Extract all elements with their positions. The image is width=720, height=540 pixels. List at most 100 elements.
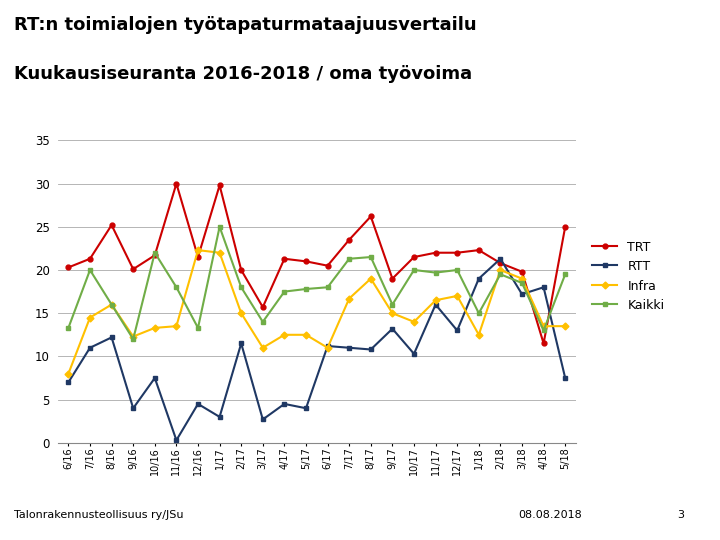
Infra <box>518 275 526 282</box>
TRT <box>345 237 354 243</box>
Kaikki <box>129 336 138 342</box>
Kaikki <box>150 249 159 256</box>
RTT <box>86 345 94 351</box>
Kaikki <box>496 271 505 278</box>
Kaikki <box>453 267 462 273</box>
RTT <box>345 345 354 351</box>
Text: 08.08.2018: 08.08.2018 <box>518 510 582 521</box>
Infra <box>410 319 418 325</box>
TRT <box>107 222 116 228</box>
Kaikki <box>86 267 94 273</box>
Line: Infra: Infra <box>66 248 567 376</box>
Infra <box>172 323 181 329</box>
Kaikki <box>388 301 397 308</box>
RTT <box>172 437 181 443</box>
TRT <box>129 266 138 272</box>
Kaikki <box>431 269 440 276</box>
TRT <box>215 182 224 188</box>
Line: RTT: RTT <box>66 256 567 443</box>
TRT <box>64 264 73 271</box>
Infra <box>302 332 310 338</box>
TRT <box>561 224 570 230</box>
Infra <box>539 323 548 329</box>
Infra <box>64 370 73 377</box>
Infra <box>129 333 138 340</box>
Infra <box>431 297 440 303</box>
RTT <box>561 375 570 381</box>
Kaikki <box>345 255 354 262</box>
Infra <box>323 345 332 351</box>
TRT <box>518 268 526 275</box>
Kaikki <box>474 310 483 316</box>
Kaikki <box>366 254 375 260</box>
TRT <box>237 267 246 273</box>
TRT <box>172 180 181 187</box>
TRT <box>431 249 440 256</box>
RTT <box>150 375 159 381</box>
TRT <box>410 254 418 260</box>
Text: Kuukausiseuranta 2016-2018 / oma työvoima: Kuukausiseuranta 2016-2018 / oma työvoim… <box>14 65 472 83</box>
Infra <box>258 345 267 351</box>
TRT <box>323 262 332 269</box>
RTT <box>518 291 526 298</box>
Kaikki <box>172 284 181 291</box>
Legend: TRT, RTT, Infra, Kaikki: TRT, RTT, Infra, Kaikki <box>588 236 670 317</box>
RTT <box>431 301 440 308</box>
Infra <box>496 267 505 273</box>
Infra <box>280 332 289 338</box>
Kaikki <box>410 267 418 273</box>
TRT <box>474 247 483 253</box>
Kaikki <box>561 271 570 278</box>
TRT <box>453 249 462 256</box>
RTT <box>302 405 310 411</box>
Line: Kaikki: Kaikki <box>66 224 567 342</box>
TRT <box>539 340 548 347</box>
RTT <box>496 255 505 262</box>
Infra <box>345 295 354 302</box>
Line: TRT: TRT <box>66 181 567 346</box>
TRT <box>258 304 267 310</box>
RTT <box>237 340 246 347</box>
RTT <box>474 275 483 282</box>
Infra <box>388 310 397 316</box>
TRT <box>194 254 202 260</box>
RTT <box>194 401 202 407</box>
Kaikki <box>194 325 202 331</box>
RTT <box>129 405 138 411</box>
Text: RT:n toimialojen työtapaturmataajuusvertailu: RT:n toimialojen työtapaturmataajuusvert… <box>14 16 477 34</box>
Kaikki <box>237 284 246 291</box>
Kaikki <box>107 301 116 308</box>
RTT <box>366 346 375 353</box>
TRT <box>86 255 94 262</box>
RTT <box>388 326 397 332</box>
Kaikki <box>64 325 73 331</box>
RTT <box>258 416 267 423</box>
Infra <box>453 293 462 299</box>
Kaikki <box>323 284 332 291</box>
RTT <box>107 334 116 341</box>
Infra <box>474 332 483 338</box>
Infra <box>86 314 94 321</box>
RTT <box>323 343 332 349</box>
RTT <box>64 379 73 386</box>
Infra <box>150 325 159 331</box>
Infra <box>194 247 202 253</box>
Kaikki <box>518 280 526 286</box>
Kaikki <box>258 319 267 325</box>
Kaikki <box>539 327 548 334</box>
RTT <box>280 401 289 407</box>
Kaikki <box>215 224 224 230</box>
RTT <box>215 414 224 420</box>
TRT <box>280 255 289 262</box>
Infra <box>237 310 246 316</box>
TRT <box>496 260 505 266</box>
Text: Talonrakennusteollisuus ry/JSu: Talonrakennusteollisuus ry/JSu <box>14 510 184 521</box>
Kaikki <box>302 286 310 292</box>
Infra <box>215 249 224 256</box>
Infra <box>107 301 116 308</box>
TRT <box>302 258 310 265</box>
Infra <box>561 323 570 329</box>
TRT <box>366 213 375 220</box>
RTT <box>453 327 462 334</box>
Text: 3: 3 <box>677 510 684 521</box>
